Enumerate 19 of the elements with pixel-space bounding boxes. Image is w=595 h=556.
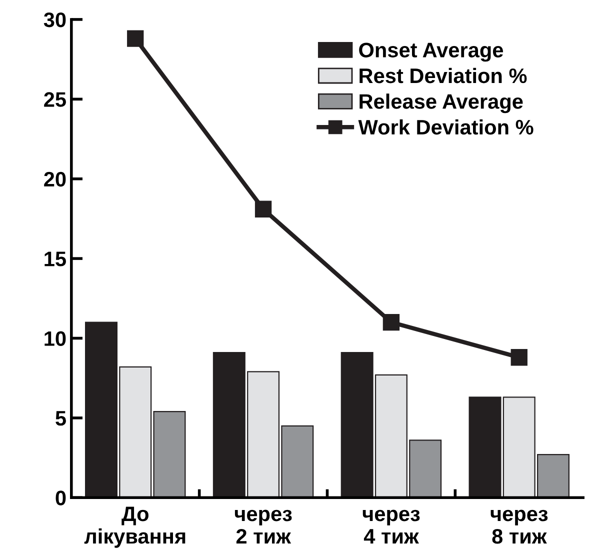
y-tick-label: 0	[56, 490, 66, 506]
legend-label: Onset Average	[359, 42, 504, 62]
y-tick-label: 30	[44, 12, 66, 28]
legend-label: Rest Deviation %	[360, 68, 527, 84]
legend-label: Work Deviation %	[358, 119, 534, 135]
legend-label: Release Average	[360, 94, 523, 114]
point	[254, 200, 272, 218]
y-tick-label: 15	[44, 252, 66, 266]
x-tick-label: через 8 тиж	[490, 510, 548, 544]
point	[127, 30, 144, 47]
x-tick-label: До лікування	[84, 506, 186, 548]
y-tick-label: 25	[44, 92, 66, 107]
x-tick-label: через 2 тиж	[234, 510, 292, 544]
y-tick-label: 10	[44, 331, 66, 346]
point	[510, 349, 528, 366]
y-tick-label: 20	[44, 172, 66, 187]
x-tick-label: через 4 тиж	[362, 510, 420, 544]
point	[382, 314, 400, 331]
y-tick-label: 5	[56, 411, 66, 426]
